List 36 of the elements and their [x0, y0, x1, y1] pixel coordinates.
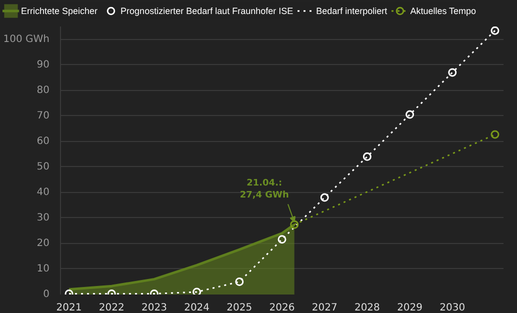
- y-tick-label: 30: [36, 212, 50, 224]
- y-tick-label: 80: [36, 84, 50, 96]
- point: [362, 152, 372, 161]
- point: [448, 68, 457, 77]
- point: [490, 130, 500, 139]
- legend-label: Aktuelles Tempo: [410, 6, 476, 16]
- point: [406, 110, 414, 119]
- x-tick-label: 2029: [397, 302, 423, 313]
- point: [490, 26, 500, 35]
- y-tick-label: 90: [36, 59, 50, 70]
- x-tick-label: 2028: [354, 302, 380, 313]
- point: [192, 288, 202, 294]
- point: [235, 277, 244, 286]
- point: [278, 235, 286, 244]
- x-tick-label: 2030: [440, 302, 466, 313]
- y-tick-label: 0: [43, 289, 50, 300]
- x-tick-label: 2021: [56, 302, 82, 313]
- y-tick-label: 10: [36, 263, 50, 274]
- x-tick-label: 2024: [184, 302, 210, 313]
- y-tick-label: 40: [36, 186, 50, 198]
- legend-label: Prognostizierter Bedarf laut Fraunhofer ISE: [120, 6, 294, 16]
- point: [290, 220, 299, 229]
- x-tick-label: 2025: [226, 302, 252, 313]
- point: [320, 193, 329, 202]
- y-tick-label: 20: [36, 238, 50, 249]
- x-tick-label: 2026: [269, 302, 295, 313]
- x-tick-label: 2027: [312, 302, 338, 313]
- annotation: 21.04.: 27,4 GWh: [240, 178, 289, 201]
- legend-label: Bedarf interpoliert: [316, 6, 388, 16]
- y-tick-label: 50: [36, 161, 50, 172]
- x-tick-label: 2023: [141, 302, 167, 313]
- x-tick-label: 2022: [98, 302, 124, 313]
- y-tick-label: 60: [36, 136, 50, 147]
- legend-label: Errichtete Speicher: [21, 6, 98, 16]
- y-tick-label: 70: [36, 110, 50, 122]
- y-tick-label: 100 GWh: [3, 34, 50, 45]
